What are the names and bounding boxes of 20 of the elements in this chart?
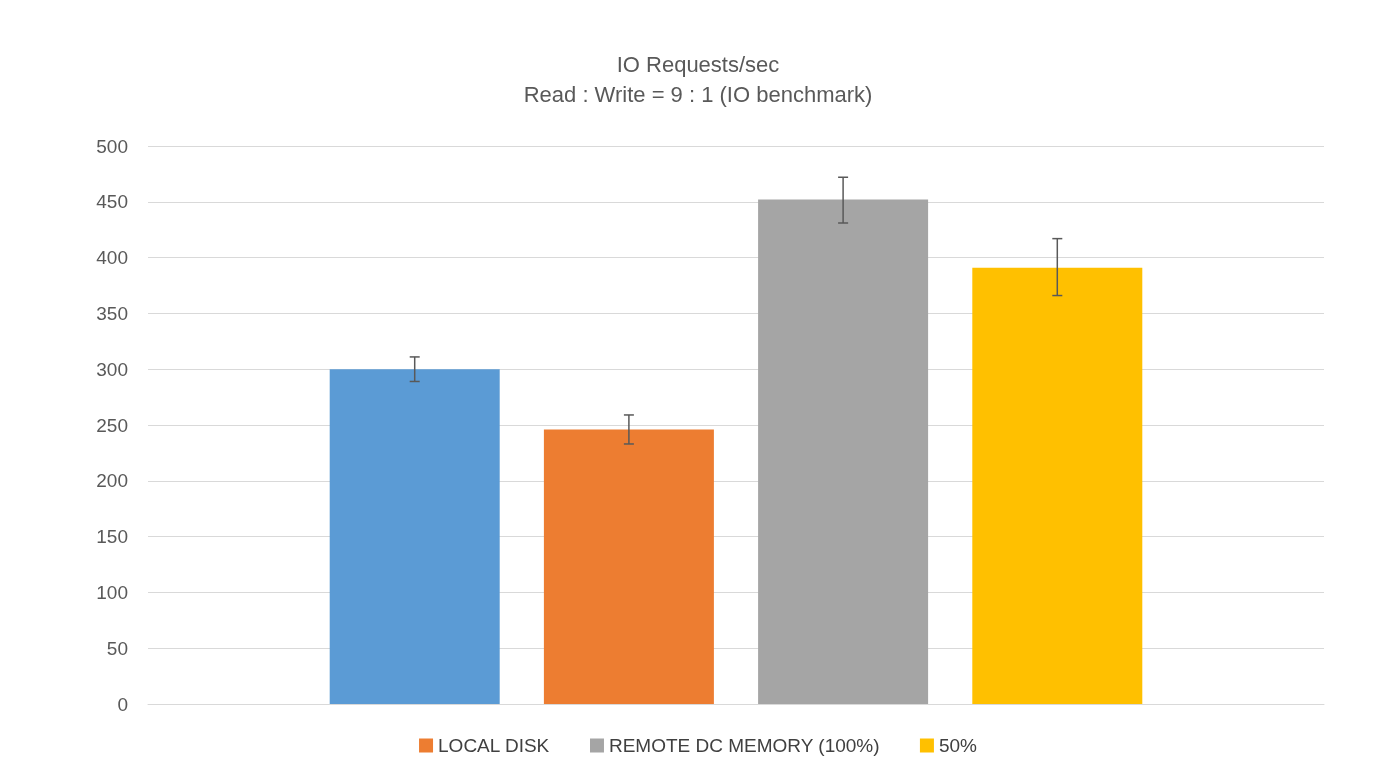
- y-tick-label: 50: [106, 637, 128, 659]
- y-tick-label: 250: [96, 414, 128, 436]
- y-tick-label: 350: [96, 302, 128, 324]
- bar: [758, 199, 929, 704]
- chart-title: IO Requests/sec: [616, 51, 780, 77]
- legend-label: REMOTE DC MEMORY (100%): [608, 735, 880, 756]
- legend-label: 50%: [938, 735, 978, 756]
- legend-label: LOCAL DISK: [438, 735, 550, 756]
- y-tick-label: 300: [96, 358, 128, 380]
- y-tick-label: 400: [96, 247, 128, 269]
- y-tick-label: 150: [96, 526, 128, 548]
- bar: [972, 267, 1143, 704]
- bar: [543, 429, 714, 704]
- y-tick-label: 200: [96, 470, 128, 492]
- y-tick-label: 450: [96, 191, 128, 213]
- chart-subtitle: Read : Write = 9 : 1 (IO benchmark): [523, 81, 873, 107]
- y-tick-label: 0: [117, 693, 128, 715]
- bar: [329, 369, 500, 704]
- y-tick-label: 500: [96, 135, 128, 157]
- y-tick-label: 100: [96, 581, 128, 603]
